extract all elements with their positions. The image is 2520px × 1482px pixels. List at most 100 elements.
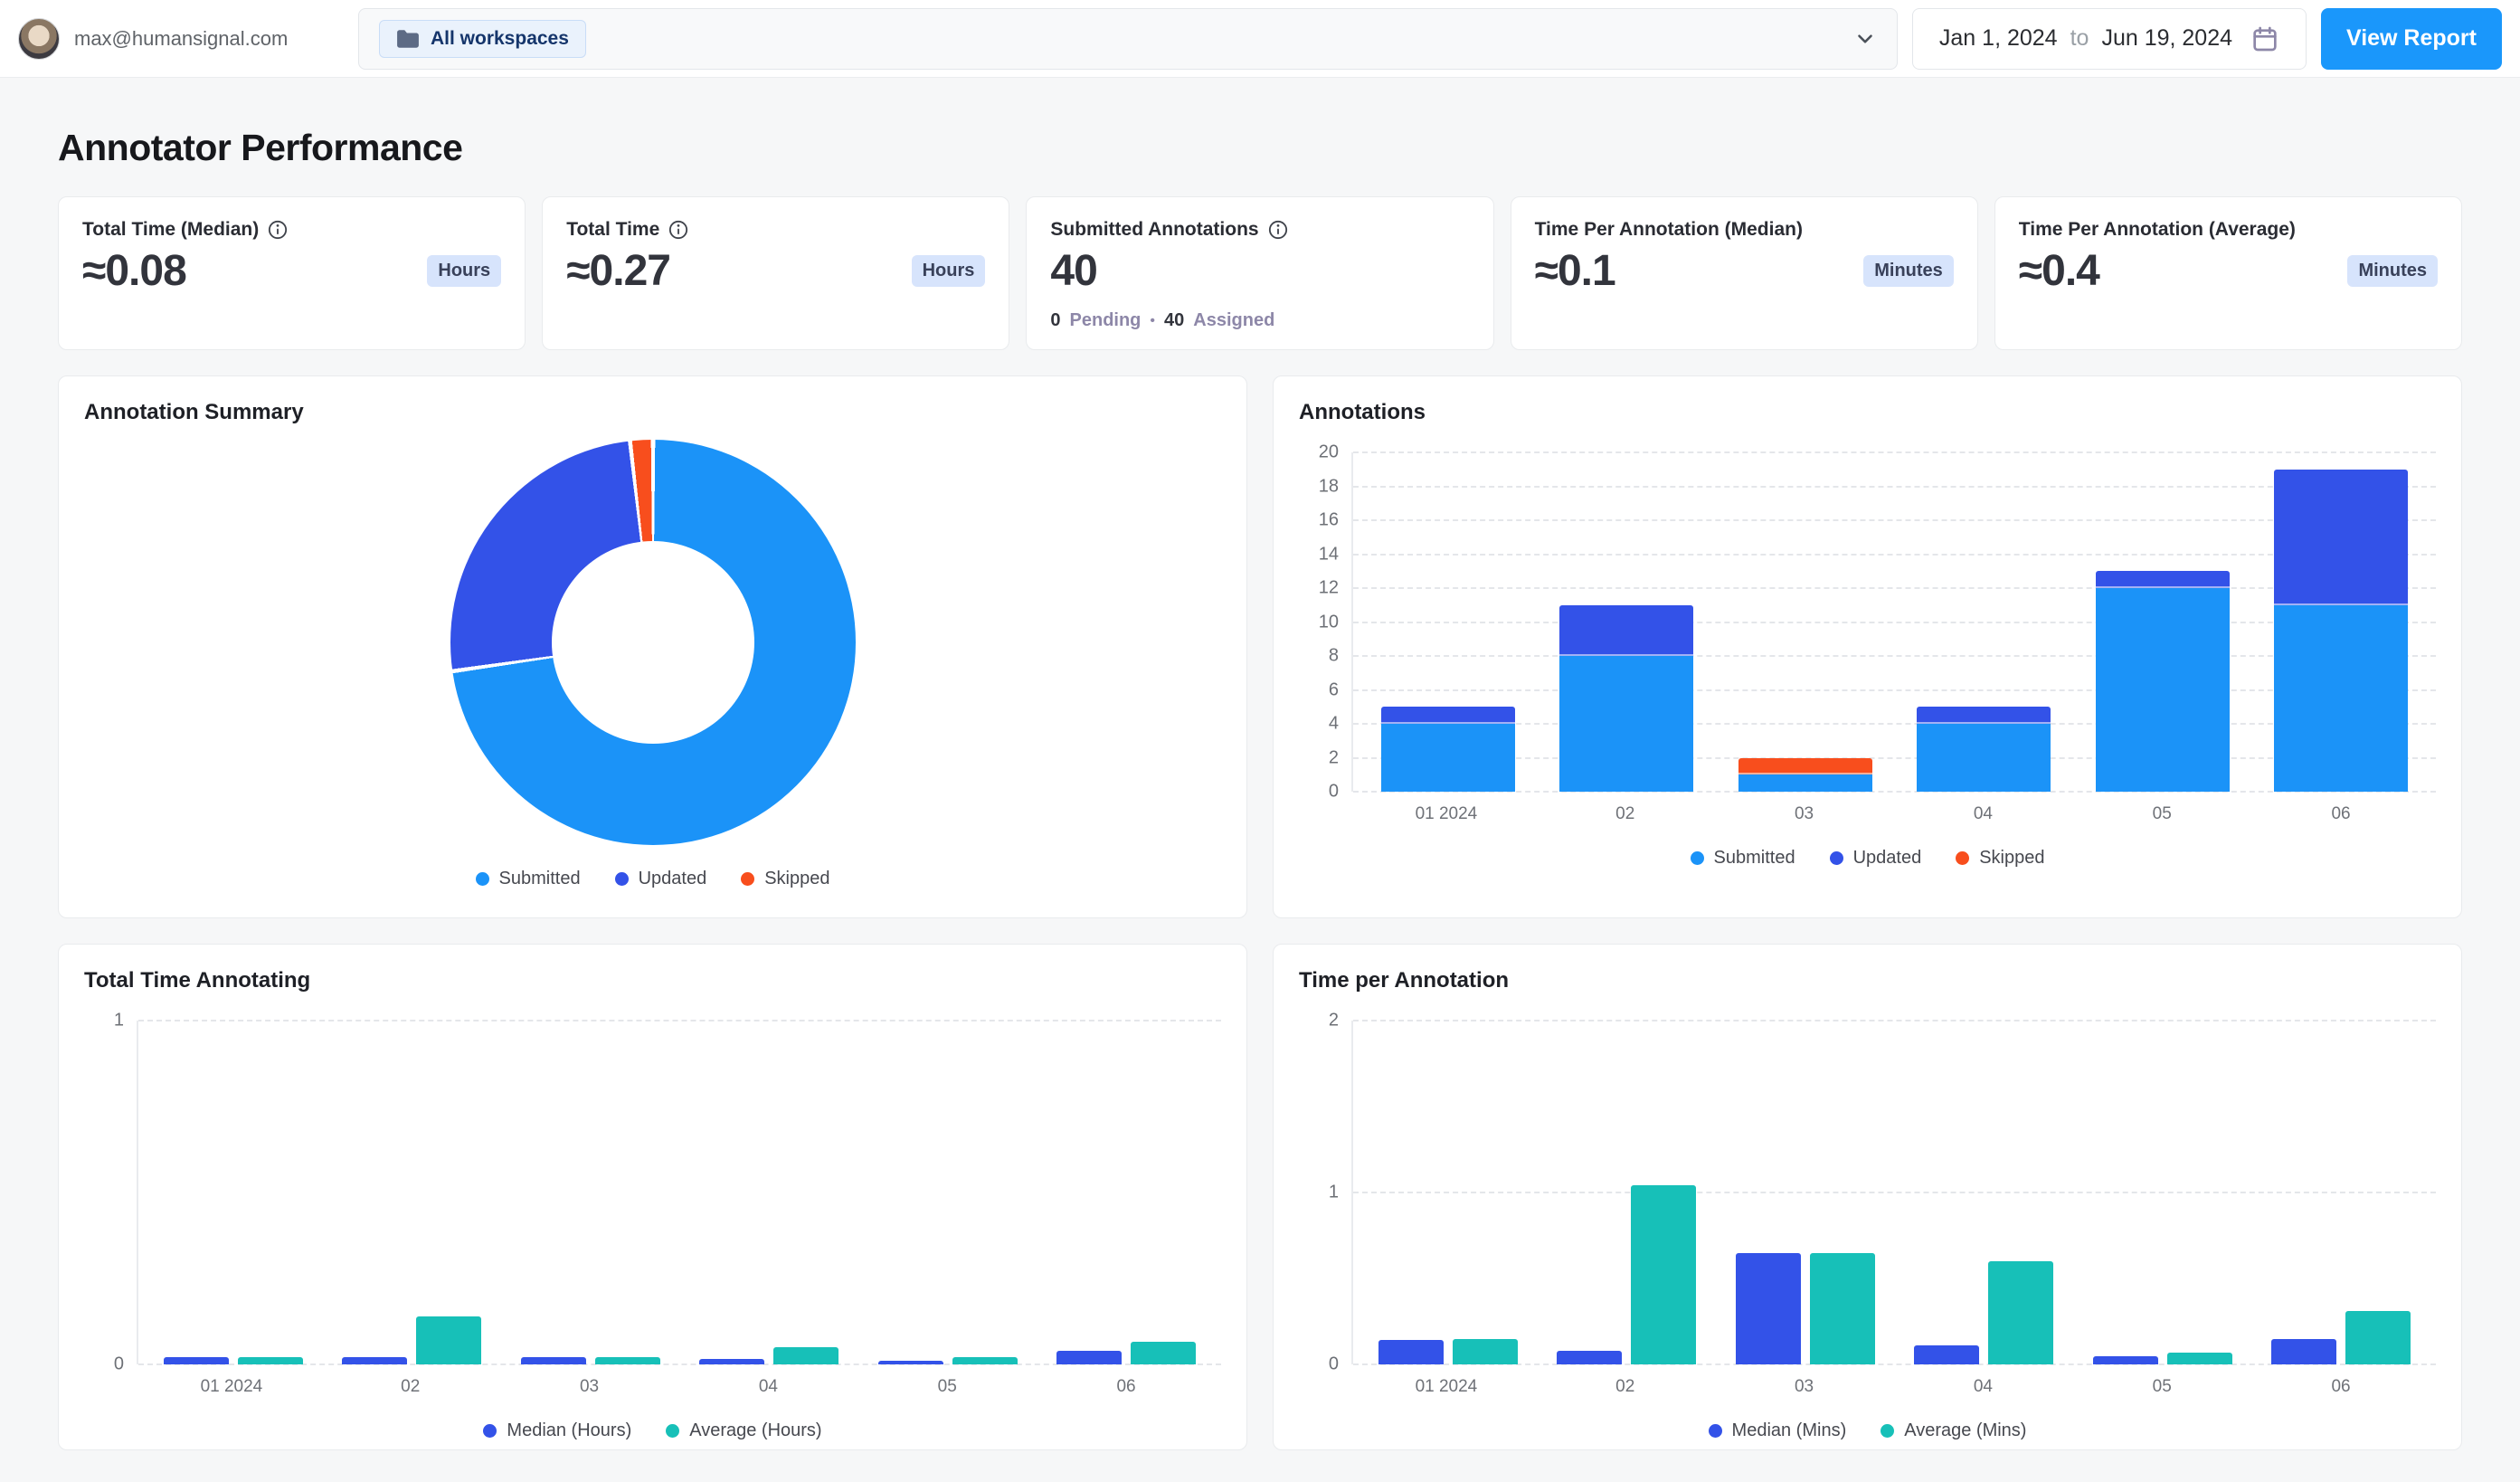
legend-dot-icon bbox=[483, 1424, 497, 1438]
unit-badge: Minutes bbox=[2347, 255, 2438, 287]
legend-item[interactable]: Average (Hours) bbox=[666, 1420, 822, 1441]
bar-group-01-2024 bbox=[1378, 1338, 1518, 1364]
x-axis-label: 06 bbox=[2331, 804, 2351, 823]
x-axis-label: 02 bbox=[401, 1377, 421, 1396]
legend-item[interactable]: Skipped bbox=[741, 869, 829, 889]
stat-cards-row: Total Time (Median) ≈0.08 Hours Total Ti… bbox=[58, 196, 2462, 350]
legend-item[interactable]: Updated bbox=[614, 869, 706, 889]
bar-segment-updated bbox=[2274, 469, 2409, 605]
date-start: Jan 1, 2024 bbox=[1938, 25, 2058, 51]
x-axis-label: 05 bbox=[2152, 1377, 2172, 1396]
folder-icon bbox=[397, 29, 419, 48]
legend-label: Average (Mins) bbox=[1904, 1420, 2027, 1440]
workspace-chip[interactable]: All workspaces bbox=[379, 19, 586, 58]
legend-item[interactable]: Average (Mins) bbox=[1881, 1420, 2026, 1441]
chart-legend: Submitted Updated Skipped bbox=[1299, 848, 2436, 869]
legend-item[interactable]: Median (Mins) bbox=[1708, 1420, 1847, 1441]
legend-item[interactable]: Updated bbox=[1829, 848, 1922, 869]
stacked-bar-06 bbox=[2274, 469, 2409, 792]
bar-group-04 bbox=[699, 1347, 839, 1364]
stat-card-time-per-annotation-median: Time Per Annotation (Median) ≈0.1 Minute… bbox=[1510, 196, 1978, 350]
gridline bbox=[1353, 689, 2436, 691]
gridline bbox=[1353, 1192, 2436, 1193]
legend-item[interactable]: Skipped bbox=[1956, 848, 2044, 869]
bar-average-mins- bbox=[1631, 1185, 1697, 1364]
bar-segment-submitted bbox=[1738, 774, 1872, 792]
y-axis-label: 10 bbox=[1318, 612, 1339, 632]
legend-dot-icon bbox=[1829, 851, 1843, 865]
legend-item[interactable]: Submitted bbox=[475, 869, 581, 889]
bar-group-02 bbox=[1557, 1185, 1697, 1364]
stat-value: ≈0.08 bbox=[82, 247, 187, 295]
legend-dot-icon bbox=[475, 872, 489, 886]
stat-card-total-time: Total Time ≈0.27 Hours bbox=[542, 196, 1010, 350]
bar-segment-skipped bbox=[1738, 757, 1872, 775]
info-icon[interactable] bbox=[668, 220, 688, 240]
topbar: max@humansignal.com All workspaces Jan 1… bbox=[0, 0, 2520, 78]
x-axis-label: 04 bbox=[1973, 1377, 1993, 1396]
bars-layer bbox=[138, 1021, 1221, 1364]
user-email: max@humansignal.com bbox=[74, 26, 289, 50]
chevron-down-icon[interactable] bbox=[1853, 27, 1877, 51]
chart-title: Total Time Annotating bbox=[84, 968, 311, 993]
x-axis-label: 01 2024 bbox=[200, 1377, 263, 1396]
legend-item[interactable]: Submitted bbox=[1690, 848, 1795, 869]
date-end: Jun 19, 2024 bbox=[2101, 25, 2233, 51]
stat-title: Time Per Annotation (Average) bbox=[2018, 219, 2296, 240]
x-axis: 01 2024 02 03 04 05 06 bbox=[1351, 804, 2436, 824]
user-block: max@humansignal.com bbox=[18, 17, 344, 60]
bar-median-mins- bbox=[1557, 1350, 1623, 1364]
legend-label: Updated bbox=[1852, 848, 1922, 868]
y-axis-label: 18 bbox=[1318, 476, 1339, 496]
annotation-summary-donut-chart bbox=[450, 440, 856, 845]
stacked-bar-02 bbox=[1559, 604, 1694, 792]
legend-label: Median (Hours) bbox=[507, 1420, 632, 1440]
info-icon[interactable] bbox=[268, 220, 288, 240]
bar-median-hours- bbox=[699, 1359, 765, 1364]
stacked-bar-05 bbox=[2095, 571, 2230, 792]
x-axis-label: 03 bbox=[579, 1377, 600, 1396]
info-icon[interactable] bbox=[1268, 220, 1288, 240]
y-axis-label: 8 bbox=[1328, 645, 1339, 666]
date-range-picker[interactable]: Jan 1, 2024 to Jun 19, 2024 bbox=[1911, 7, 2307, 70]
workspace-chip-label: All workspaces bbox=[431, 27, 569, 49]
stat-title: Total Time bbox=[566, 219, 660, 240]
bar-median-mins- bbox=[1914, 1345, 1980, 1364]
x-axis-label: 02 bbox=[1615, 804, 1635, 823]
gridline bbox=[1353, 1020, 2436, 1021]
x-axis-label: 04 bbox=[758, 1377, 778, 1396]
stacked-bar-04 bbox=[1917, 707, 2051, 792]
pending-count: 0 bbox=[1050, 310, 1061, 330]
bar-median-hours- bbox=[520, 1357, 586, 1364]
bar-segment-submitted bbox=[1559, 656, 1694, 792]
bar-segment-submitted bbox=[2095, 588, 2230, 792]
bar-group-03 bbox=[520, 1357, 660, 1364]
legend-label: Median (Mins) bbox=[1731, 1420, 1847, 1440]
gridline bbox=[138, 1363, 1221, 1365]
gridline bbox=[1353, 587, 2436, 589]
y-axis-label: 6 bbox=[1328, 679, 1339, 699]
bar-segment-updated bbox=[2095, 571, 2230, 588]
view-report-button[interactable]: View Report bbox=[2320, 7, 2502, 70]
stat-value: ≈0.4 bbox=[2018, 247, 2100, 295]
legend-dot-icon bbox=[1708, 1424, 1722, 1438]
gridline bbox=[1353, 756, 2436, 759]
bar-median-hours- bbox=[342, 1357, 408, 1364]
legend-item[interactable]: Median (Hours) bbox=[483, 1420, 631, 1441]
legend-dot-icon bbox=[741, 872, 755, 886]
bar-group-06 bbox=[2271, 1311, 2411, 1364]
gridline bbox=[1353, 621, 2436, 623]
time-per-annotation-card: Time per Annotation 0 1 2 01 2024 02 03 04 05 06… bbox=[1273, 944, 2462, 1450]
x-axis-label: 06 bbox=[1116, 1377, 1136, 1396]
bar-segment-updated bbox=[1559, 604, 1694, 656]
legend-dot-icon bbox=[1690, 851, 1704, 865]
stat-footer: 0 Pending • 40 Assigned bbox=[1050, 310, 1274, 331]
unit-badge: Hours bbox=[911, 255, 986, 287]
chart-title: Time per Annotation bbox=[1299, 968, 1510, 993]
user-avatar[interactable] bbox=[18, 17, 60, 60]
y-axis-label: 16 bbox=[1318, 509, 1339, 530]
total-time-annotating-chart: 0 1 01 2024 02 03 04 05 06 bbox=[84, 1011, 1221, 1397]
calendar-icon[interactable] bbox=[2250, 24, 2279, 53]
bar-segment-submitted bbox=[1917, 724, 2051, 792]
workspace-select[interactable]: All workspaces bbox=[358, 7, 1898, 70]
